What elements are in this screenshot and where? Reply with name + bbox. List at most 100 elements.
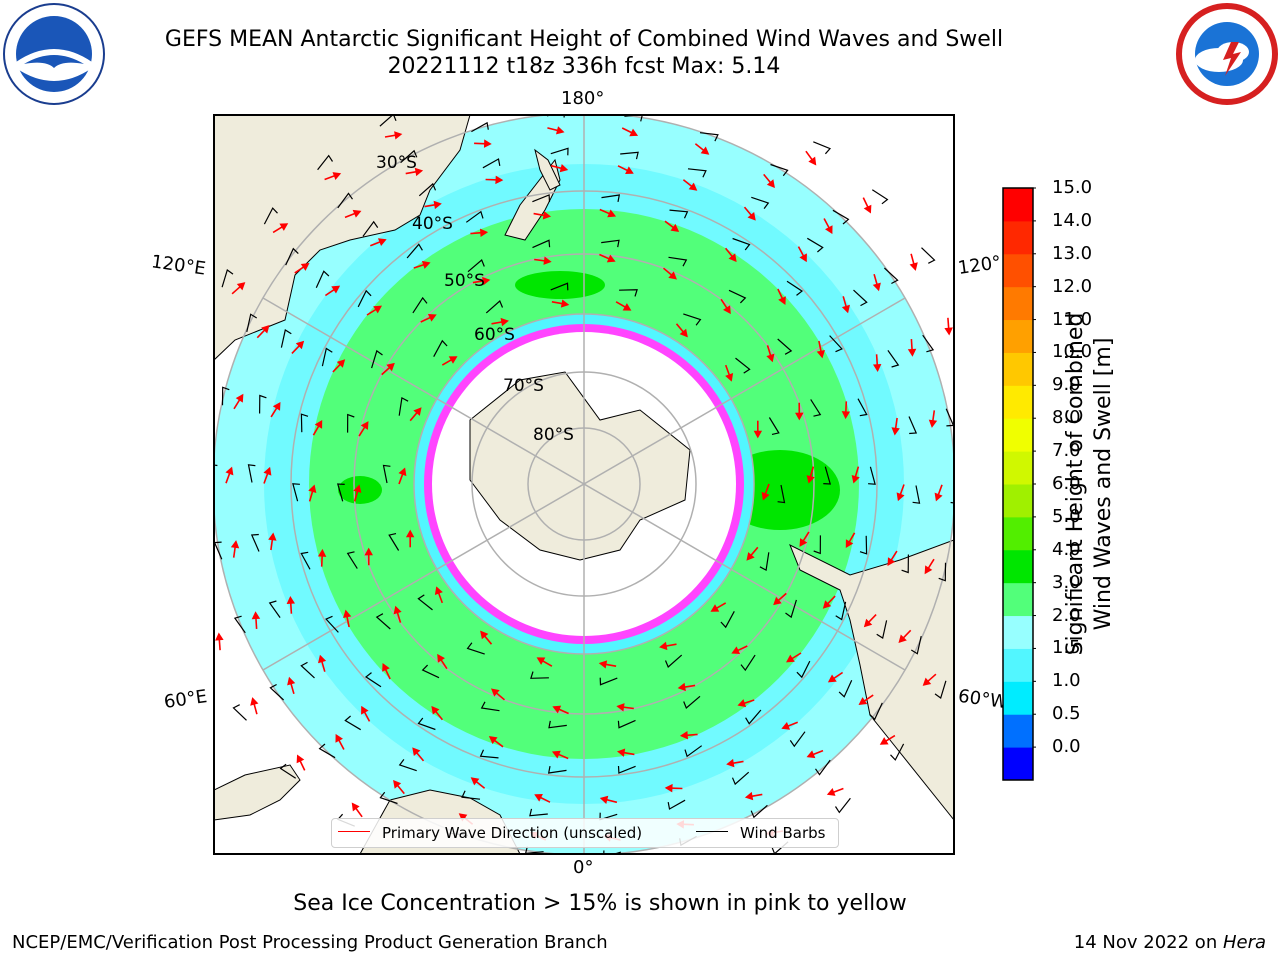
colorbar-title: Significant Height of Combined Wind Wave… — [1062, 274, 1122, 694]
wind-barb — [617, 765, 636, 774]
sea-ice-note-text: Sea Ice Concentration > 15% is shown in … — [293, 891, 907, 916]
wave-arrow-head — [747, 212, 756, 221]
wind-barb — [344, 715, 362, 731]
wave-arrow-head — [822, 600, 832, 609]
wind-barb — [482, 158, 501, 169]
wind-barb — [412, 296, 428, 314]
wind-barb — [529, 808, 548, 817]
wind-barb — [959, 314, 970, 331]
wave-arrow-head — [412, 747, 421, 756]
wave-arrow-head — [664, 783, 673, 793]
wind-barb — [786, 280, 804, 296]
legend-item-barbs: Wind Barbs — [696, 819, 825, 847]
wave-arrow-head — [268, 532, 277, 541]
wind-barb — [382, 464, 391, 484]
wind-barb — [347, 413, 355, 433]
wave-arrow-head — [491, 688, 500, 697]
wind-barb — [950, 485, 954, 504]
colorbar-cell — [1003, 188, 1033, 222]
wave-arrow-head — [816, 349, 825, 359]
colorbar-cell — [1003, 549, 1033, 584]
wind-barb — [759, 552, 770, 572]
wave-arrow-head — [361, 705, 369, 715]
wave-arrow-head — [295, 340, 305, 350]
wind-barb — [300, 551, 311, 570]
wave-arrow-head — [427, 314, 437, 322]
wave-arrow-head — [317, 548, 327, 557]
wind-barb — [750, 804, 768, 819]
colorbar-tick-label: 8.0 — [1052, 407, 1081, 429]
wave-arrow-head — [879, 737, 889, 745]
sea-ice-note: Sea Ice Concentration > 15% is shown in … — [0, 890, 1280, 918]
colorbar-cell — [1003, 714, 1033, 748]
wave-arrow-head — [845, 539, 854, 549]
wind-barb — [667, 799, 686, 810]
wave-arrow-head — [766, 353, 775, 363]
wave-arrow-head — [458, 813, 468, 822]
wind-barb — [221, 386, 230, 406]
wave-arrow-head — [394, 131, 403, 140]
wave-arrow-head — [629, 128, 639, 137]
wave-arrow-head — [795, 412, 804, 421]
wind-barb — [813, 535, 821, 555]
wave-arrow-head — [616, 748, 626, 757]
wave-arrow-head — [622, 303, 632, 311]
wave-arrow-head — [414, 167, 424, 177]
wind-barb — [777, 338, 793, 355]
wave-arrow-head — [377, 238, 387, 247]
wind-barb — [922, 334, 935, 353]
wind-barb — [699, 132, 719, 142]
wave-arrow-head — [606, 254, 616, 263]
wind-barb — [388, 533, 400, 551]
wind-barb — [829, 335, 843, 353]
wind-barb — [398, 759, 417, 772]
wave-arrow-head — [286, 596, 296, 604]
wind-barb — [362, 220, 379, 237]
wave-arrow-head — [891, 427, 900, 436]
colorbar-cell — [1003, 451, 1033, 485]
wind-barb — [838, 680, 853, 698]
wind-barb — [876, 620, 888, 639]
wind-barb — [601, 239, 620, 248]
wind-barb — [908, 416, 918, 435]
wave-arrow-head — [924, 565, 933, 575]
wave-arrow-head — [700, 146, 710, 155]
wind-barb — [735, 357, 751, 374]
colorbar-cell — [1003, 516, 1033, 551]
wind-barb — [480, 701, 500, 712]
lon-label-bottom: 0° — [573, 857, 594, 878]
wave-arrow-head — [753, 430, 763, 439]
wind-barb — [364, 672, 382, 688]
wave-arrow-head — [723, 305, 731, 315]
wind-barb — [810, 399, 822, 417]
colorbar-tick-label: 0.0 — [1052, 736, 1081, 758]
wind-barb — [317, 154, 334, 171]
wind-barb — [901, 554, 909, 574]
wave-arrow-head — [331, 285, 341, 294]
wave-arrow-head — [343, 609, 352, 619]
wave-arrow-head — [448, 356, 458, 364]
wave-arrow-head — [607, 209, 617, 218]
colorbar-tick-label: 4.0 — [1052, 538, 1081, 560]
wave-arrow-head — [668, 271, 677, 280]
wind-barb — [379, 115, 397, 127]
wind-barb — [731, 771, 750, 786]
wind-barb — [532, 239, 551, 249]
wind-barb — [835, 601, 847, 621]
colorbar-title-line-1: Significant Height of Combined — [1063, 312, 1088, 656]
wave-arrow-head — [495, 175, 504, 185]
wind-barb — [815, 759, 831, 776]
wind-barb — [321, 347, 333, 367]
wave-arrow-head — [364, 547, 373, 556]
colorbar-cell — [1003, 253, 1033, 288]
wave-arrow-head — [598, 660, 608, 669]
wave-arrow-head — [398, 467, 407, 477]
wind-barb — [684, 745, 703, 758]
wave-arrow-head — [872, 282, 881, 292]
wave-arrow-head — [543, 256, 552, 265]
wave-arrow-head — [308, 484, 317, 494]
wind-barb — [547, 765, 567, 774]
wind-barb — [853, 289, 868, 307]
wind-barb — [421, 664, 440, 679]
colorbar-tick-label: 1.5 — [1052, 637, 1081, 659]
